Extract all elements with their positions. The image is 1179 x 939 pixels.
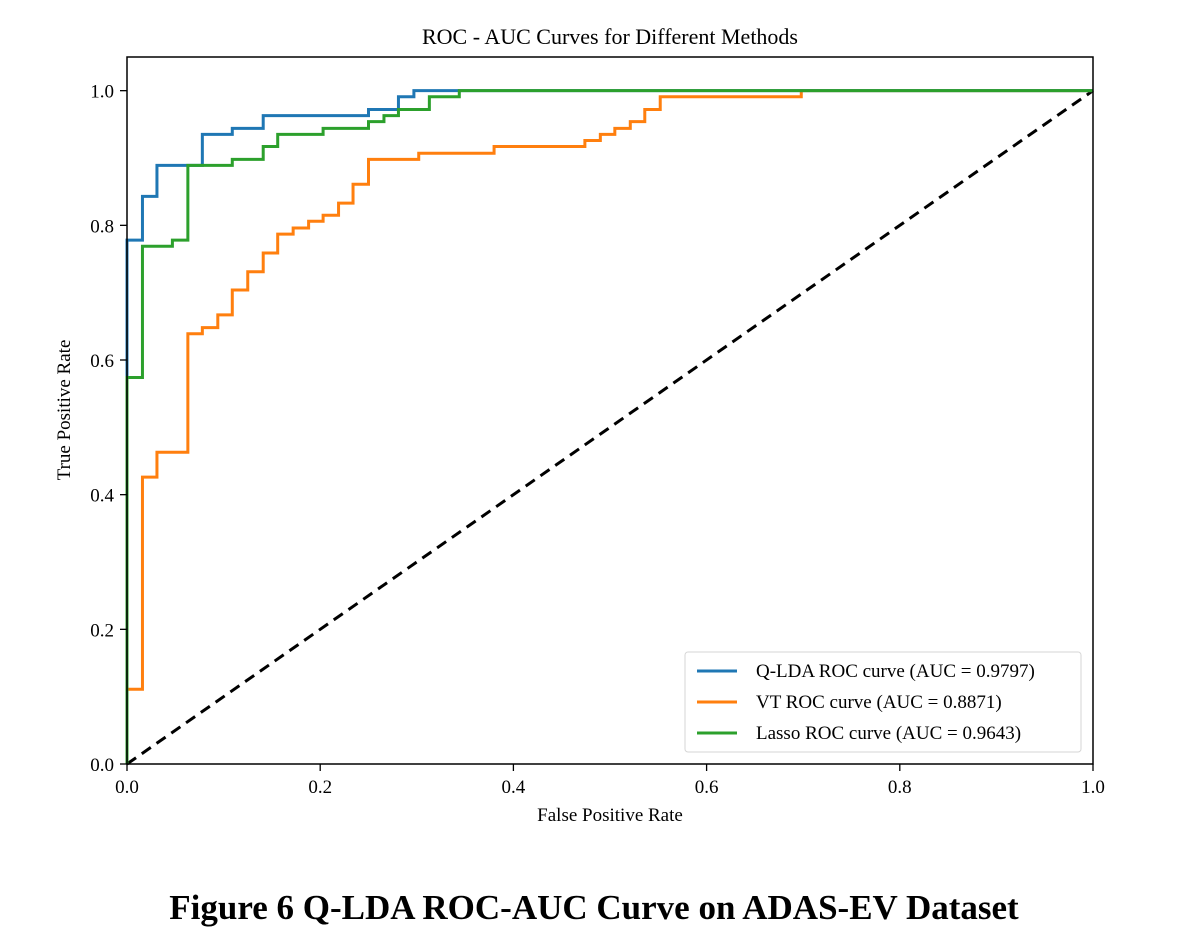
- x-tick-label: 0.4: [502, 777, 526, 798]
- x-tick-label: 1.0: [1081, 777, 1105, 798]
- roc-chart: ROC - AUC Curves for Different Methods 0…: [54, 24, 1105, 826]
- roc-curve-vt: [125, 89, 1093, 764]
- x-tick-label: 0.0: [115, 777, 139, 798]
- legend-label-vt: VT ROC curve (AUC = 0.8871): [756, 692, 1002, 713]
- y-tick-label: 0.8: [90, 216, 114, 237]
- figure-caption: Figure 6 Q-LDA ROC-AUC Curve on ADAS-EV …: [169, 888, 1019, 927]
- legend-label-qlda: Q-LDA ROC curve (AUC = 0.9797): [756, 661, 1035, 682]
- y-tick-label: 1.0: [90, 82, 114, 103]
- y-tick-label: 0.0: [90, 755, 114, 776]
- chart-title: ROC - AUC Curves for Different Methods: [422, 24, 798, 49]
- y-axis-label: True Positive Rate: [54, 340, 75, 481]
- plot-frame: [126, 56, 1094, 765]
- tick-layer: 0.0 0.2 0.4 0.6 0.8 1.0 0.0 0.2 0.4 0.6 0.8 1.0: [90, 82, 1105, 798]
- x-tick-label: 0.2: [308, 777, 332, 798]
- x-tick-label: 0.8: [888, 777, 912, 798]
- legend-label-lasso: Lasso ROC curve (AUC = 0.9643): [756, 723, 1021, 744]
- y-tick-label: 0.4: [90, 486, 114, 507]
- roc-curve-lasso: [125, 89, 1093, 764]
- y-tick-label: 0.2: [90, 620, 114, 641]
- chance-diagonal: [126, 89, 1094, 766]
- x-axis-label: False Positive Rate: [537, 805, 683, 826]
- legend-box: [684, 651, 1082, 753]
- plot-area: [127, 57, 1093, 764]
- y-tick-label: 0.6: [90, 351, 114, 372]
- roc-curve-qlda: [125, 89, 1093, 764]
- plot-layer: [125, 89, 1094, 766]
- x-tick-label: 0.6: [695, 777, 719, 798]
- legend: Q-LDA ROC curve (AUC = 0.9797) VT ROC cu…: [684, 651, 1082, 753]
